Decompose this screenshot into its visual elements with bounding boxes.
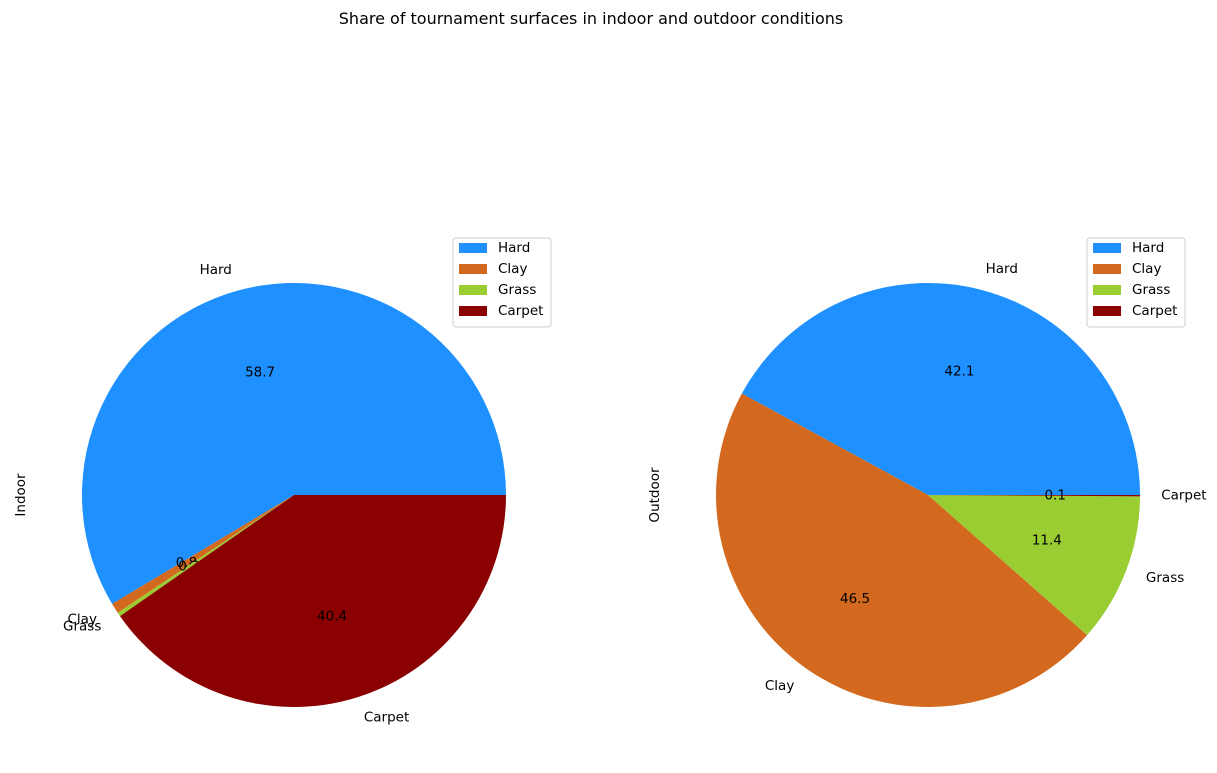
pie-slice-outdoor-clay — [716, 393, 1088, 707]
slice-label-indoor-grass: Grass — [63, 618, 101, 634]
legend-swatch-outdoor-grass — [1093, 285, 1121, 295]
legend-label-outdoor-grass: Grass — [1132, 282, 1170, 298]
slice-pct-indoor-carpet: 40.4 — [317, 608, 347, 624]
legend-label-indoor-hard: Hard — [498, 240, 530, 256]
legend-label-indoor-clay: Clay — [498, 261, 527, 277]
figure-title: Share of tournament surfaces in indoor a… — [339, 9, 843, 28]
legend-swatch-indoor-grass — [459, 285, 487, 295]
pie-indoor: Hard58.7Clay0.8Grass0.3Carpet40.4IndoorH… — [13, 237, 552, 726]
legend-swatch-outdoor-clay — [1093, 264, 1121, 274]
pie-slice-outdoor-grass — [928, 495, 1140, 636]
legend-label-outdoor-hard: Hard — [1132, 240, 1164, 256]
legend-label-indoor-carpet: Carpet — [498, 303, 543, 319]
slice-pct-outdoor-clay: 46.5 — [840, 591, 870, 607]
legend-outdoor: Hard Clay Grass Carpet — [1086, 237, 1186, 328]
legend-swatch-indoor-carpet — [459, 306, 487, 316]
slice-pct-outdoor-carpet: 0.1 — [1044, 487, 1065, 503]
slice-pct-indoor-hard: 58.7 — [245, 364, 275, 380]
pie-outdoor: Hard 42.1 Clay 46.5 Grass 11.4 Carpet 0.1 Outdoo… — [647, 237, 1207, 707]
legend-swatch-indoor-clay — [459, 264, 487, 274]
legend-frame-indoor — [452, 237, 552, 328]
y-axis-label-outdoor: Outdoor — [647, 467, 663, 523]
slice-label-indoor-clay: Clay — [68, 612, 97, 628]
y-axis-label-indoor: Indoor — [13, 473, 29, 517]
slice-pct-outdoor-hard: 42.1 — [944, 364, 974, 380]
legend-frame-outdoor — [1086, 237, 1186, 328]
pie-slice-indoor-grass — [117, 495, 295, 617]
slice-pct-outdoor-grass: 11.4 — [1032, 532, 1062, 548]
pie-slice-indoor-carpet — [120, 495, 507, 707]
legend-label-outdoor-carpet: Carpet — [1132, 303, 1177, 319]
slice-label-indoor-carpet: Carpet — [364, 710, 409, 726]
pie-slice-outdoor-hard — [741, 283, 1140, 495]
pie-slice-indoor-hard — [82, 282, 506, 604]
legend-swatch-indoor-hard — [459, 243, 487, 253]
legend-label-outdoor-clay: Clay — [1132, 261, 1161, 277]
pie-slice-indoor-clay — [112, 495, 294, 613]
legend-swatch-outdoor-hard — [1093, 243, 1121, 253]
slice-label-outdoor-hard: Hard — [986, 261, 1018, 277]
slice-label-outdoor-carpet: Carpet — [1161, 488, 1206, 504]
legend-label-indoor-grass: Grass — [498, 282, 536, 298]
legend-swatch-outdoor-carpet — [1093, 306, 1121, 316]
pie-slice-outdoor-carpet — [928, 495, 1141, 497]
slice-label-indoor-hard: Hard — [200, 262, 232, 278]
slice-label-outdoor-grass: Grass — [1146, 570, 1184, 586]
slice-label-outdoor-clay: Clay — [765, 678, 794, 694]
legend-indoor: Hard Clay Grass Carpet — [452, 237, 552, 328]
